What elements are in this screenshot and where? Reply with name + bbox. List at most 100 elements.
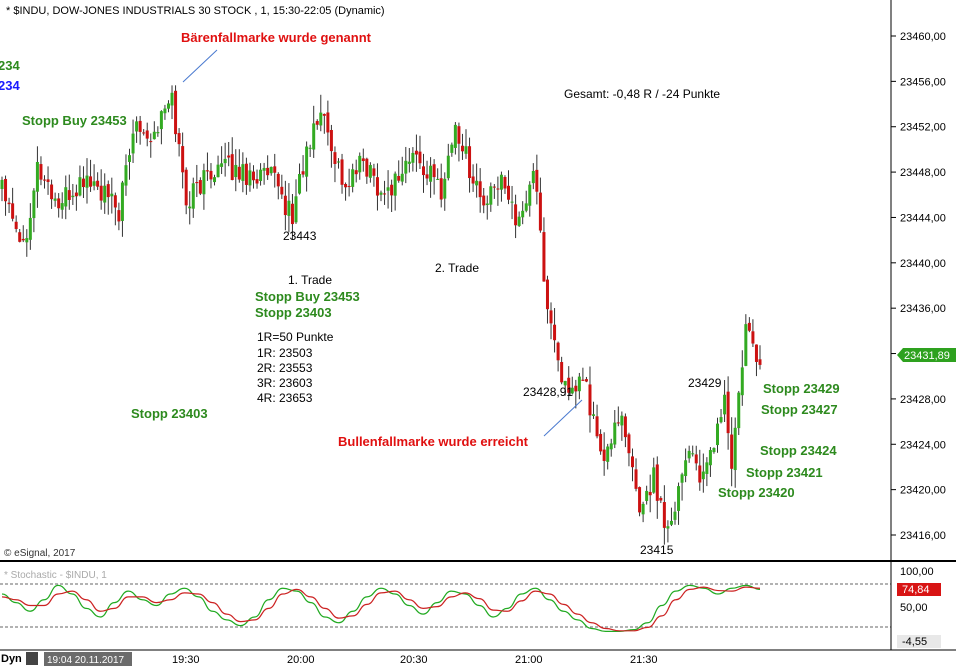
bearfall-label: Bärenfallmarke wurde genannt [181,30,372,45]
candle-body [301,171,305,175]
candlestick-series [0,85,762,545]
candle-body [159,111,163,130]
candle-body [581,379,585,381]
price-tick-label: 23444,00 [900,212,946,224]
candle-body [662,502,666,528]
price-tick-label: 23416,00 [900,530,946,542]
candle-body [577,376,581,392]
r-line-2: 2R: 23553 [257,361,313,375]
candle-body [747,322,751,331]
candle-body [156,132,160,134]
candle-body [361,158,365,162]
candle-body [89,176,93,187]
candle-body [673,511,677,520]
candle-body [531,170,535,184]
candle-body [510,201,514,203]
candle-body [400,173,404,182]
candle-body [489,186,493,205]
candle-body [698,465,702,483]
candle-body [120,182,124,221]
candle-body [14,221,18,229]
candle-body [128,155,132,162]
candle-body [514,204,518,226]
candle-body [751,331,755,344]
candle-body [609,443,613,450]
stochastic-d-line [1,586,761,632]
candle-body [319,112,323,126]
candle-body [11,203,15,219]
lock-icon[interactable] [26,652,38,665]
candle-body [584,379,588,382]
candle-body [549,310,553,324]
candle-body [223,158,227,164]
candle-body [237,166,241,180]
candle-body [60,203,64,210]
candle-body [630,456,634,468]
stoch-d-badge [897,635,941,648]
high-23429-label: 23429 [688,376,722,390]
candle-body [92,181,96,186]
dyn-button[interactable] [0,651,22,666]
candle-body [680,474,684,483]
last-price-marker[interactable]: 23431,89 [897,348,956,362]
candle-body [220,163,224,167]
r-line-3: 3R: 23603 [257,376,313,390]
candle-body [174,90,178,135]
price-tick-label: 23456,00 [900,76,946,88]
candle-body [701,471,705,480]
candle-body [71,195,75,198]
candle-body [188,206,192,209]
candle-body [50,184,54,200]
gesamt-summary: Gesamt: -0,48 R / -24 Punkte [564,87,720,101]
candle-body [383,193,387,195]
candle-body [280,186,284,195]
candle-body [588,384,592,416]
candle-body [726,391,730,434]
candle-body [443,178,447,199]
candle-body [152,131,156,140]
candle-body [0,179,4,190]
candle-body [195,182,199,184]
candle-body [18,232,22,242]
candle-body [294,196,298,223]
candle-body [315,121,319,125]
candle-body [740,367,744,396]
stochastic-panel: * Stochastic - $INDU, 1 100,00 50,00 74,… [0,561,941,650]
candle-body [623,416,627,438]
candle-body [574,385,578,392]
price-tick-label: 23424,00 [900,439,946,451]
candle-body [135,121,139,132]
last-price-label: 23431,89 [904,350,950,362]
stopp-23420: Stopp 23420 [718,485,795,500]
candle-body [163,108,167,114]
candle-body [64,187,68,207]
candle-body [521,210,525,218]
candle-body [96,180,100,187]
candle-body [142,132,146,134]
candle-body [468,146,472,179]
low-23415-label: 23415 [640,543,674,557]
candle-body [453,124,457,148]
candle-body [287,200,291,216]
candle-body [553,324,557,341]
candle-body [131,133,135,154]
candle-body [74,192,78,197]
stoch-tick-50: 50,00 [900,602,928,614]
candle-body [259,169,263,181]
candle-body [694,454,698,464]
candle-body [329,129,333,152]
candle-body [216,164,220,178]
candle-body [687,450,691,459]
candle-body [627,434,631,454]
candle-body [145,130,149,139]
candle-body [39,164,43,180]
price-tick-label: 23436,00 [900,303,946,315]
candle-body [262,167,266,171]
candle-body [457,126,461,144]
stoch-k-badge [897,583,941,596]
candle-body [638,487,642,513]
candle-body [386,187,390,191]
candle-body [298,174,302,194]
candle-body [266,167,270,176]
candle-body [397,175,401,181]
